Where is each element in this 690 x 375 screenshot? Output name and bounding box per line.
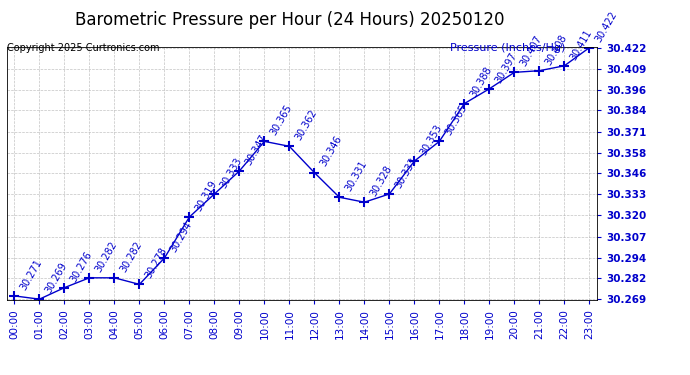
Text: 30.331: 30.331 [344,159,369,193]
Text: 30.271: 30.271 [19,257,44,292]
Text: 30.333: 30.333 [393,156,419,190]
Text: 30.422: 30.422 [593,9,619,44]
Text: 30.365: 30.365 [444,103,469,137]
Text: 30.407: 30.407 [518,34,544,68]
Text: 30.347: 30.347 [244,133,269,167]
Text: 30.328: 30.328 [368,164,394,198]
Text: 30.278: 30.278 [144,246,169,280]
Text: 30.346: 30.346 [319,134,344,168]
Text: 30.282: 30.282 [94,239,119,274]
Text: 30.365: 30.365 [268,103,294,137]
Text: Copyright 2025 Curtronics.com: Copyright 2025 Curtronics.com [7,43,159,53]
Text: 30.269: 30.269 [43,261,69,295]
Text: Pressure (Inches/Hg): Pressure (Inches/Hg) [451,43,566,53]
Text: 30.282: 30.282 [119,239,144,274]
Text: 30.362: 30.362 [293,108,319,142]
Text: 30.388: 30.388 [469,65,494,99]
Text: 30.411: 30.411 [569,27,594,62]
Text: 30.333: 30.333 [219,156,244,190]
Text: 30.294: 30.294 [168,220,194,254]
Text: 30.319: 30.319 [194,179,219,213]
Text: 30.397: 30.397 [493,50,519,85]
Text: Barometric Pressure per Hour (24 Hours) 20250120: Barometric Pressure per Hour (24 Hours) … [75,11,504,29]
Text: 30.276: 30.276 [68,249,94,284]
Text: 30.408: 30.408 [544,32,569,66]
Text: 30.353: 30.353 [419,123,444,157]
